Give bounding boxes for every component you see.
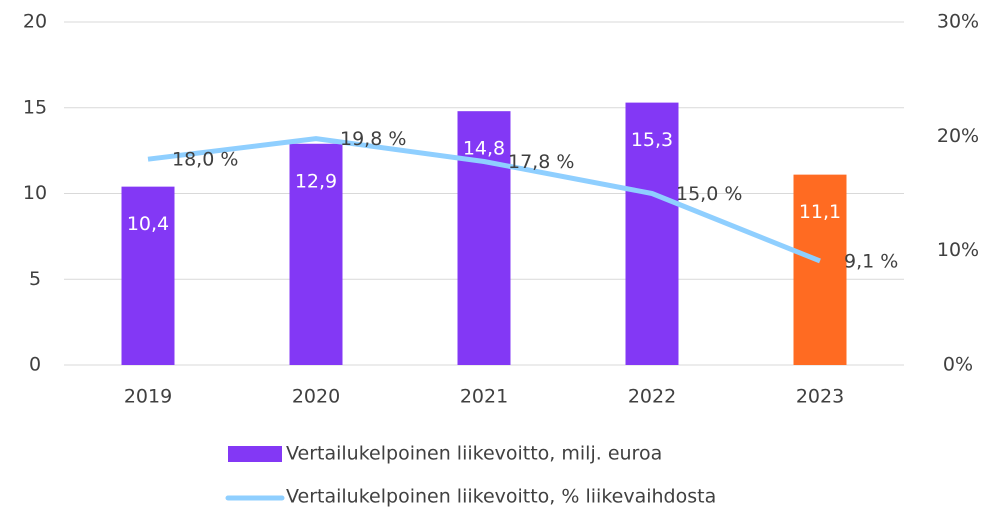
y-tick-label: 15: [23, 96, 47, 118]
line: [147, 136, 821, 264]
bar-value-label: 14,8: [463, 138, 505, 160]
legend-swatch: [228, 446, 282, 462]
bar-value-label: 10,4: [127, 213, 169, 235]
line-value-label: 19,8 %: [340, 128, 406, 150]
bar: [121, 186, 175, 365]
bar-value-label: 12,9: [295, 170, 337, 192]
bar-value-label: 11,1: [799, 201, 841, 223]
y-tick-label: 5: [29, 268, 41, 290]
line-value-label: 17,8 %: [508, 151, 574, 173]
x-tick-label: 2022: [628, 386, 676, 408]
bar: [793, 174, 847, 365]
x-tick-label: 2020: [292, 386, 340, 408]
legend-label: Vertailukelpoinen liikevoitto, % liikeva…: [286, 486, 716, 508]
y2-tick-label: 30%: [937, 11, 979, 33]
line-value-label: 9,1 %: [844, 250, 898, 272]
x-tick-label: 2021: [460, 386, 508, 408]
y2-tick-label: 0%: [943, 354, 973, 376]
y2-tick-label: 20%: [937, 125, 979, 147]
y-tick-label: 0: [29, 354, 41, 376]
line-value-label: 15,0 %: [676, 183, 742, 205]
legend-label: Vertailukelpoinen liikevoitto, milj. eur…: [286, 443, 662, 465]
bar: [289, 143, 343, 365]
x-tick-label: 2019: [124, 386, 172, 408]
bar: [625, 102, 679, 365]
y-tick-label: 20: [23, 11, 47, 33]
bar: [457, 111, 511, 366]
line-value-label: 18,0 %: [172, 149, 238, 171]
y2-tick-label: 10%: [937, 239, 979, 261]
y-tick-label: 10: [23, 182, 47, 204]
x-tick-label: 2023: [796, 386, 844, 408]
bar-value-label: 15,3: [631, 129, 673, 151]
